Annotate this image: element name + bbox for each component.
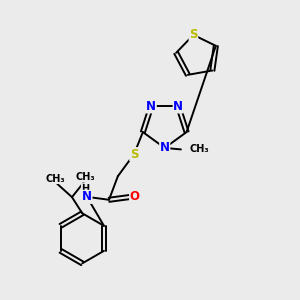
Text: H: H	[81, 184, 89, 194]
Text: N: N	[160, 141, 170, 154]
Text: CH₃: CH₃	[75, 172, 95, 182]
Text: O: O	[130, 190, 140, 203]
Text: N: N	[82, 190, 92, 203]
Text: N: N	[146, 100, 156, 113]
Text: S: S	[189, 28, 198, 41]
Text: S: S	[130, 148, 138, 161]
Text: CH₃: CH₃	[189, 144, 209, 154]
Text: N: N	[173, 100, 183, 113]
Text: CH₃: CH₃	[46, 174, 66, 184]
